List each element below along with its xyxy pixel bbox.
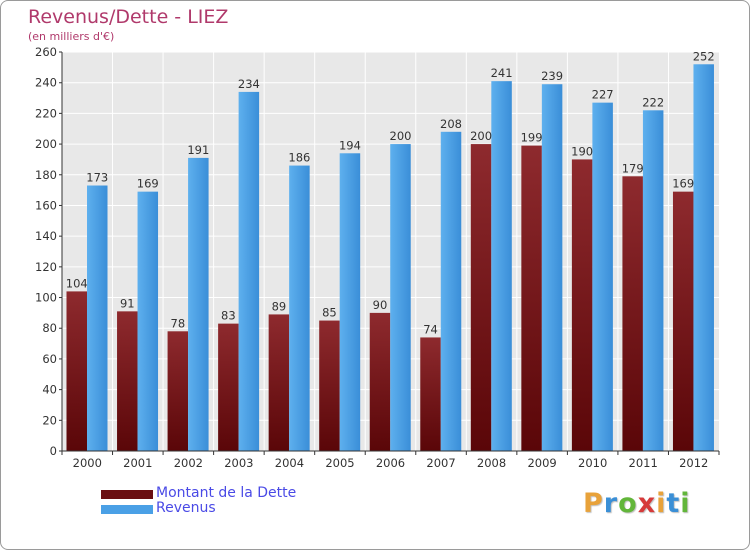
y-tick-label: 0 (50, 444, 57, 458)
bar-revenue (592, 102, 613, 452)
data-label-revenue: 191 (187, 143, 209, 157)
axes: 0 20 40 60 80 100 120 140 160 180 200 220 240 260 2000… (35, 45, 720, 470)
bar-debt (66, 291, 87, 451)
legend-swatch-revenue (101, 505, 153, 514)
data-label-revenue: 208 (440, 117, 462, 131)
data-label-revenue: 241 (491, 66, 513, 80)
data-label-revenue: 194 (339, 138, 361, 152)
bar-debt (369, 312, 391, 451)
logo-letter: t (666, 488, 681, 519)
data-label-debt: 169 (672, 177, 694, 191)
data-label-revenue: 169 (137, 177, 159, 191)
y-tick-label: 160 (35, 198, 57, 212)
data-label-revenue: 200 (390, 129, 412, 143)
data-label-revenue: 186 (288, 151, 310, 165)
data-labels: 104 173 91 169 78 191 83 234 89 186 85 194 90 200 74 20… (66, 49, 715, 336)
bar-chart: 1041739116978191832348918685194902007420… (35, 45, 720, 470)
y-tick-label: 240 (35, 76, 57, 90)
logo-letter: x (637, 488, 657, 519)
data-label-revenue: 222 (642, 95, 664, 109)
x-tick-label: 2004 (275, 456, 304, 470)
bar-revenue (440, 131, 462, 452)
bar-debt (571, 159, 593, 451)
data-label-debt: 78 (171, 316, 186, 330)
data-label-revenue: 173 (86, 171, 108, 185)
bar-debt (167, 331, 189, 451)
y-tick-label: 120 (35, 260, 57, 274)
bar-revenue (642, 110, 664, 452)
y-tick-label: 60 (42, 352, 57, 366)
chart-title: Revenus/Dette - LIEZ (28, 6, 229, 28)
logo-letter: r (603, 488, 619, 519)
logo-letter: o (618, 488, 638, 519)
x-tick-label: 2000 (73, 456, 102, 470)
data-label-debt: 90 (373, 298, 388, 312)
proxiti-logo: Proxiti (583, 488, 691, 519)
data-label-revenue: 239 (541, 69, 563, 83)
x-tick-label: 2007 (426, 456, 455, 470)
x-tick-label: 2003 (224, 456, 253, 470)
x-tick-label: 2001 (123, 456, 152, 470)
bar-debt (268, 314, 290, 451)
bar-revenue (188, 157, 209, 451)
bar-debt (218, 323, 239, 451)
x-tick-label: 2011 (629, 456, 658, 470)
y-tick-label: 140 (35, 229, 57, 243)
data-label-debt: 190 (571, 144, 593, 158)
data-label-debt: 89 (272, 299, 287, 313)
data-label-debt: 199 (521, 131, 543, 145)
bar-revenue (339, 153, 361, 452)
x-tick-label: 2008 (477, 456, 506, 470)
y-tick-label: 100 (35, 291, 57, 305)
bar-debt (420, 337, 441, 451)
bar-revenue (137, 191, 159, 451)
y-tick-label: 260 (35, 45, 57, 59)
chart-subtitle: (en milliers d'€) (28, 30, 115, 43)
y-tick-label: 220 (35, 106, 57, 120)
data-label-debt: 179 (622, 161, 644, 175)
bar-revenue (541, 84, 563, 451)
bar-debt (622, 176, 643, 452)
bar-debt (672, 191, 694, 451)
y-tick-label: 180 (35, 168, 57, 182)
bar-debt (521, 145, 542, 451)
logo-letter: i (656, 488, 667, 519)
bar-debt (117, 311, 138, 451)
legend-swatch-debt (101, 490, 153, 499)
data-label-debt: 83 (221, 309, 236, 323)
x-tick-label: 2010 (578, 456, 607, 470)
data-label-revenue: 234 (238, 77, 260, 91)
bar-revenue (390, 144, 411, 452)
bar-revenue (238, 91, 260, 452)
data-label-revenue: 227 (592, 88, 614, 102)
x-tick-label: 2012 (679, 456, 708, 470)
legend-label-revenue: Revenus (156, 500, 216, 516)
bar-revenue (289, 165, 310, 452)
x-tick-label: 2002 (174, 456, 203, 470)
x-tick-label: 2005 (325, 456, 354, 470)
x-tick-label: 2009 (527, 456, 556, 470)
bar-revenue (491, 81, 512, 452)
legend-label-debt: Montant de la Dette (156, 485, 297, 501)
data-label-debt: 104 (66, 276, 88, 290)
bar-revenue (87, 185, 108, 451)
bars (66, 64, 714, 452)
logo-letter: i (680, 488, 691, 519)
y-tick-label: 80 (42, 321, 57, 335)
x-tick-label: 2006 (376, 456, 405, 470)
logo-letter: P (583, 488, 604, 519)
bar-debt (319, 320, 340, 451)
data-label-debt: 74 (423, 322, 438, 336)
data-label-debt: 85 (322, 306, 337, 320)
data-label-debt: 91 (120, 296, 135, 310)
bar-debt (470, 144, 492, 452)
y-tick-label: 40 (42, 383, 57, 397)
data-label-revenue: 252 (693, 49, 715, 63)
y-tick-label: 200 (35, 137, 57, 151)
bar-revenue (693, 64, 714, 452)
data-label-debt: 200 (470, 129, 492, 143)
y-tick-label: 20 (42, 413, 57, 427)
